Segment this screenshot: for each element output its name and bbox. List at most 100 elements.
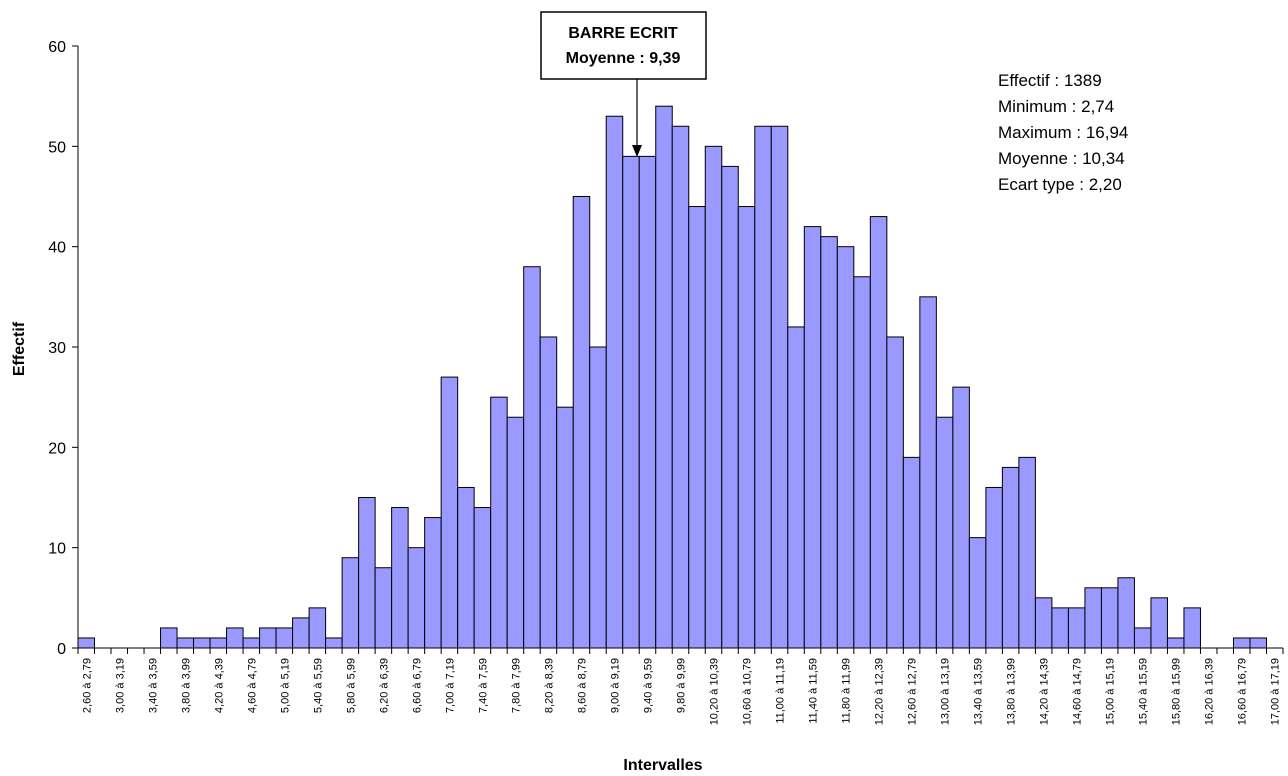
bar	[473, 507, 492, 649]
x-tick-label: 11,40 à 11,59	[808, 658, 820, 724]
x-tick-label: 7,80 à 7,99	[510, 658, 522, 713]
bar	[704, 145, 723, 649]
bar	[737, 206, 756, 649]
bar	[308, 607, 327, 649]
y-axis-title: Effectif	[11, 321, 28, 376]
bar	[424, 517, 442, 649]
x-tick-label: 4,60 à 4,79	[246, 658, 258, 713]
bar	[787, 326, 805, 649]
bar	[1232, 637, 1251, 649]
bar	[358, 497, 376, 649]
bar	[539, 336, 558, 649]
bar	[226, 627, 244, 649]
bar	[820, 236, 838, 649]
bar	[259, 627, 277, 649]
bar	[1133, 627, 1152, 649]
bar	[1166, 637, 1185, 649]
callout-arrow-head	[632, 145, 642, 157]
bar	[638, 155, 657, 649]
bar	[176, 637, 195, 649]
x-tick-label: 8,60 à 8,79	[576, 658, 588, 713]
x-tick-label: 10,20 à 10,39	[709, 658, 721, 725]
bar	[407, 547, 426, 649]
bar	[919, 296, 937, 649]
bar	[935, 416, 954, 649]
x-tick-label: 15,80 à 15,99	[1171, 658, 1183, 725]
stat-ecart-type: Ecart type : 2,20	[998, 175, 1122, 194]
stat-moyenne: Moyenne : 10,34	[998, 149, 1125, 168]
bar	[985, 486, 1003, 649]
x-tick-label: 11,80 à 11,99	[841, 658, 853, 724]
bar	[688, 206, 706, 649]
x-tick-label: 9,40 à 9,59	[642, 658, 654, 713]
bar	[556, 406, 574, 649]
bar	[1117, 577, 1135, 649]
bar	[209, 637, 228, 649]
bar	[1034, 597, 1053, 649]
bar	[490, 396, 508, 649]
x-tick-label: 9,00 à 9,19	[609, 658, 621, 713]
stats-box: Effectif : 1389 Minimum : 2,74 Maximum :…	[998, 71, 1128, 194]
bar	[341, 557, 360, 649]
bar	[193, 637, 211, 649]
x-tick-label: 5,00 à 5,19	[279, 658, 291, 713]
x-tick-label: 12,60 à 12,79	[907, 658, 919, 725]
bar	[622, 155, 640, 649]
bar	[902, 456, 921, 649]
x-tick-label: 14,20 à 14,39	[1039, 658, 1051, 725]
callout-box	[540, 11, 707, 80]
bar	[1067, 607, 1086, 649]
bar	[770, 125, 789, 649]
x-tick-label: 12,20 à 12,39	[874, 658, 886, 725]
bar	[1183, 607, 1201, 649]
bar	[754, 125, 772, 649]
bar	[589, 346, 607, 649]
bar	[325, 637, 343, 649]
y-tick-label: 0	[57, 641, 66, 658]
y-tick-label: 50	[48, 139, 66, 156]
y-tick-label: 60	[48, 39, 66, 56]
x-tick-label: 16,20 à 16,39	[1204, 658, 1216, 725]
x-axis: 2,60 à 2,79 3,00 à 3,19 3,40 à 3,59 3,80 à …	[77, 647, 1284, 725]
x-tick-label: 4,20 à 4,39	[213, 658, 225, 713]
bar	[1018, 456, 1036, 649]
x-tick-label: 16,60 à 16,79	[1237, 658, 1249, 725]
x-tick-label: 5,40 à 5,59	[312, 658, 324, 713]
stat-maximum: Maximum : 16,94	[998, 123, 1128, 142]
callout-mean: Moyenne : 9,39	[566, 50, 681, 67]
bar	[506, 416, 525, 649]
y-axis: 0 10 20 30 40 50 60	[48, 39, 79, 658]
bar	[1051, 607, 1069, 649]
bar	[671, 125, 690, 649]
y-tick-label: 20	[48, 440, 66, 457]
bar	[374, 567, 393, 649]
x-tick-label: 8,20 à 8,39	[543, 658, 555, 713]
bar	[968, 537, 987, 649]
y-tick-label: 40	[48, 240, 66, 257]
stat-minimum: Minimum : 2,74	[998, 97, 1114, 116]
x-tick-label: 15,00 à 15,19	[1105, 658, 1117, 725]
x-tick-label: 7,00 à 7,19	[444, 658, 456, 713]
bar	[886, 336, 904, 649]
bar	[391, 507, 409, 649]
bar	[1249, 637, 1267, 649]
x-tick-label: 5,80 à 5,99	[345, 658, 357, 713]
x-tick-label: 17,00 à 17,19	[1270, 658, 1282, 725]
x-tick-label: 10,60 à 10,79	[742, 658, 754, 725]
bar	[721, 165, 739, 649]
bar	[853, 276, 871, 649]
x-tick-label: 15,40 à 15,59	[1138, 658, 1150, 725]
bar	[1001, 466, 1020, 649]
bar	[440, 376, 459, 649]
bar	[952, 386, 970, 649]
bar	[1150, 597, 1168, 649]
bar	[1084, 587, 1102, 649]
x-tick-label: 2,60 à 2,79	[81, 658, 93, 713]
bar	[869, 216, 888, 649]
x-tick-label: 6,60 à 6,79	[411, 658, 423, 713]
y-tick-label: 10	[48, 541, 66, 558]
x-tick-label: 6,20 à 6,39	[378, 658, 390, 713]
x-tick-label: 9,80 à 9,99	[676, 658, 688, 713]
stat-effectif: Effectif : 1389	[998, 71, 1102, 90]
